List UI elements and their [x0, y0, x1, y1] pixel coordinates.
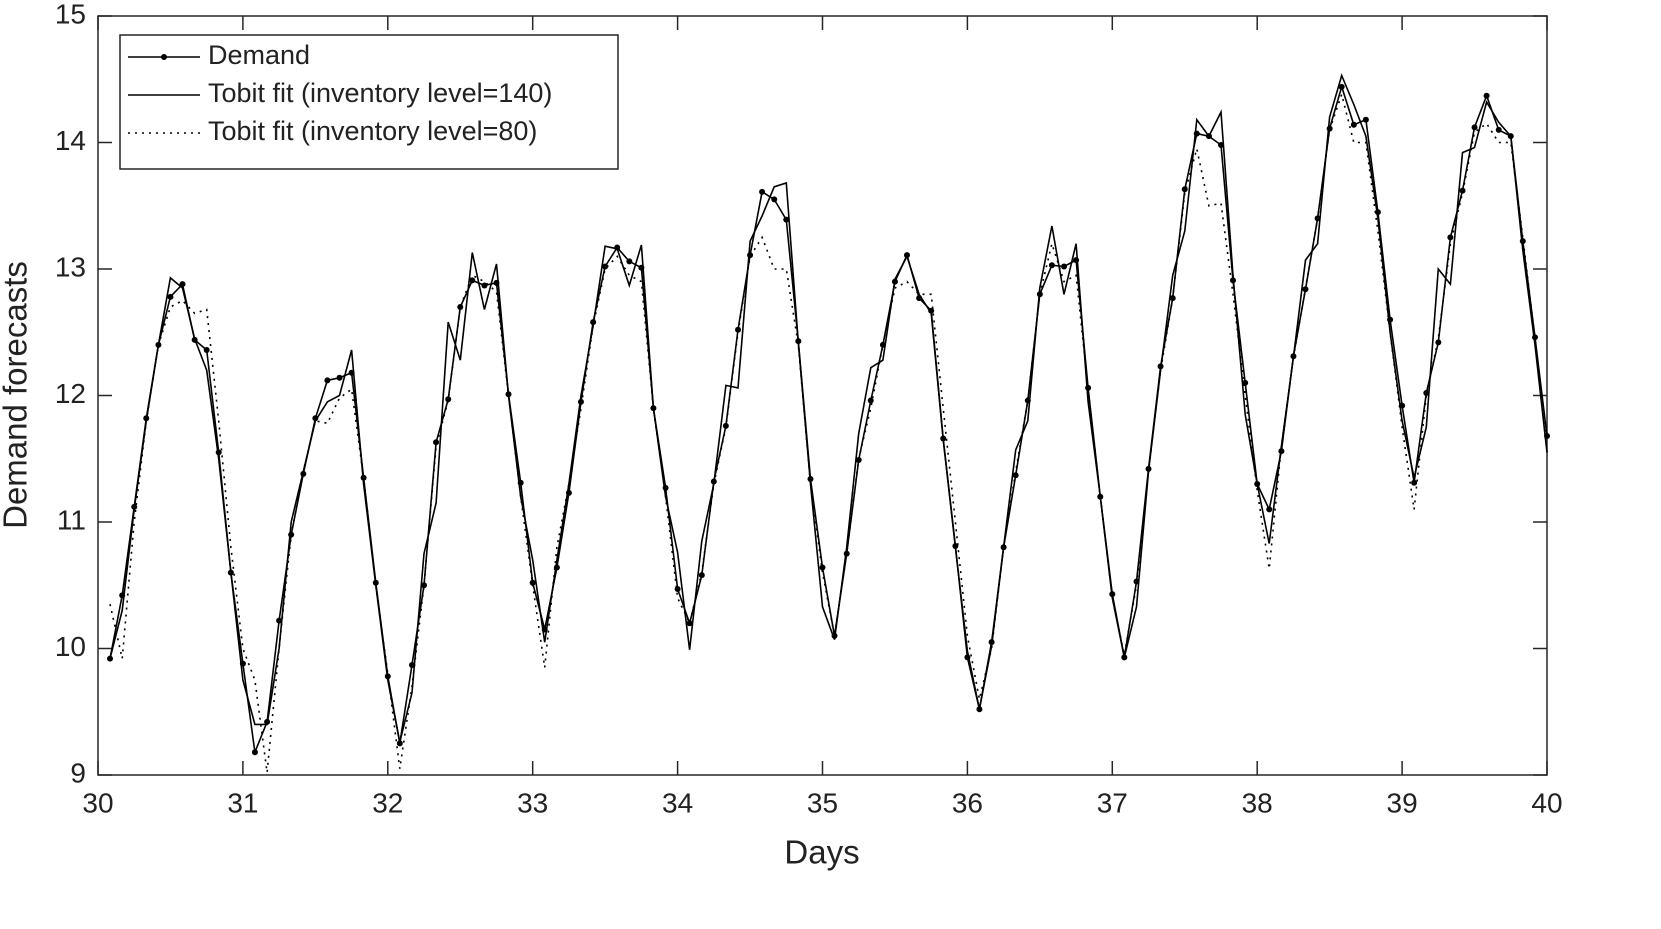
data-point	[324, 377, 331, 384]
x-tick-label: 31	[227, 787, 258, 818]
x-tick-label: 32	[372, 787, 403, 818]
x-tick-label: 38	[1242, 787, 1273, 818]
data-point	[1495, 126, 1502, 133]
x-tick-label: 34	[662, 787, 693, 818]
y-tick-label: 9	[70, 757, 86, 788]
data-point	[1338, 83, 1345, 90]
data-point	[1411, 479, 1418, 486]
data-point	[1012, 472, 1019, 479]
x-axis-label: Days	[784, 834, 859, 871]
x-tick-label: 36	[952, 787, 983, 818]
data-point	[722, 422, 729, 429]
y-tick-label: 10	[55, 631, 86, 662]
x-tick-label: 39	[1387, 787, 1418, 818]
data-point	[396, 740, 403, 747]
data-point	[1048, 262, 1055, 269]
data-point	[433, 439, 440, 446]
legend-marker	[161, 54, 167, 60]
data-point	[1266, 506, 1273, 513]
y-tick-label: 13	[55, 251, 86, 282]
x-tick-label: 35	[807, 787, 838, 818]
y-tick-label: 12	[55, 378, 86, 409]
data-point	[819, 564, 826, 571]
data-point	[421, 582, 428, 589]
data-point	[1061, 263, 1068, 270]
data-point	[179, 281, 186, 288]
data-point	[1483, 92, 1490, 99]
data-point	[1423, 389, 1430, 396]
data-point	[771, 196, 778, 203]
data-point	[698, 572, 705, 579]
data-point	[445, 396, 452, 403]
data-point	[759, 188, 766, 195]
data-point	[1302, 286, 1309, 293]
x-tick-label: 40	[1531, 787, 1562, 818]
data-point	[602, 263, 609, 270]
data-point	[1435, 339, 1442, 346]
data-point	[783, 216, 790, 223]
y-axis-label: Demand forecasts	[0, 261, 34, 529]
data-point	[626, 258, 633, 265]
data-point	[167, 293, 174, 300]
data-point	[336, 374, 343, 381]
data-point	[867, 397, 874, 404]
data-point	[251, 749, 258, 756]
data-point	[855, 457, 862, 464]
data-point	[1362, 116, 1369, 123]
x-tick-label: 30	[82, 787, 113, 818]
legend-label: Tobit fit (inventory level=80)	[208, 116, 537, 146]
data-point	[1350, 121, 1357, 128]
data-point	[1217, 142, 1224, 149]
data-point	[457, 303, 464, 310]
data-point	[686, 620, 693, 627]
legend-label: Tobit fit (inventory level=140)	[208, 78, 552, 108]
series-line	[109, 84, 1548, 756]
legend-box	[119, 34, 619, 170]
data-point	[529, 579, 536, 586]
x-tick-label: 33	[517, 787, 548, 818]
data-point	[1447, 234, 1454, 241]
data-point	[1471, 124, 1478, 131]
y-tick-label: 15	[55, 0, 86, 29]
series-line	[109, 73, 1548, 743]
y-tick-label: 14	[55, 125, 86, 156]
series-line	[109, 91, 1548, 773]
legend-label: Demand	[208, 40, 310, 70]
data-point	[735, 326, 742, 333]
data-point	[276, 617, 283, 624]
y-tick-label: 11	[57, 504, 86, 535]
data-point	[203, 346, 210, 353]
x-tick-label: 37	[1097, 787, 1128, 818]
data-point	[107, 655, 114, 662]
